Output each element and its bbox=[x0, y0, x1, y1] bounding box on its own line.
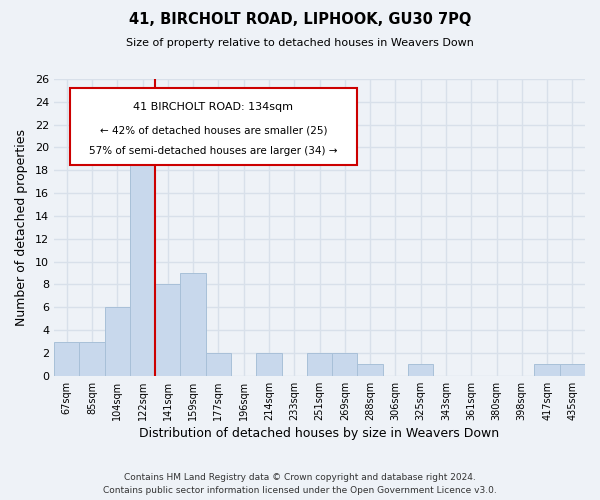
Bar bbox=[79, 342, 104, 376]
Text: 41 BIRCHOLT ROAD: 134sqm: 41 BIRCHOLT ROAD: 134sqm bbox=[133, 102, 293, 112]
Bar bbox=[408, 364, 433, 376]
Bar bbox=[155, 284, 181, 376]
Text: Contains public sector information licensed under the Open Government Licence v3: Contains public sector information licen… bbox=[103, 486, 497, 495]
Bar bbox=[535, 364, 560, 376]
Bar bbox=[358, 364, 383, 376]
Bar bbox=[104, 308, 130, 376]
Bar bbox=[560, 364, 585, 376]
Text: Contains HM Land Registry data © Crown copyright and database right 2024.: Contains HM Land Registry data © Crown c… bbox=[124, 472, 476, 482]
Bar bbox=[181, 273, 206, 376]
Bar bbox=[54, 342, 79, 376]
Bar bbox=[256, 353, 281, 376]
Text: 57% of semi-detached houses are larger (34) →: 57% of semi-detached houses are larger (… bbox=[89, 146, 338, 156]
Text: ← 42% of detached houses are smaller (25): ← 42% of detached houses are smaller (25… bbox=[100, 125, 327, 135]
Bar bbox=[130, 136, 155, 376]
Text: 41, BIRCHOLT ROAD, LIPHOOK, GU30 7PQ: 41, BIRCHOLT ROAD, LIPHOOK, GU30 7PQ bbox=[129, 12, 471, 28]
Y-axis label: Number of detached properties: Number of detached properties bbox=[15, 129, 28, 326]
Text: Size of property relative to detached houses in Weavers Down: Size of property relative to detached ho… bbox=[126, 38, 474, 48]
Bar bbox=[332, 353, 358, 376]
Bar bbox=[206, 353, 231, 376]
FancyBboxPatch shape bbox=[70, 88, 356, 165]
Bar bbox=[307, 353, 332, 376]
X-axis label: Distribution of detached houses by size in Weavers Down: Distribution of detached houses by size … bbox=[139, 427, 500, 440]
